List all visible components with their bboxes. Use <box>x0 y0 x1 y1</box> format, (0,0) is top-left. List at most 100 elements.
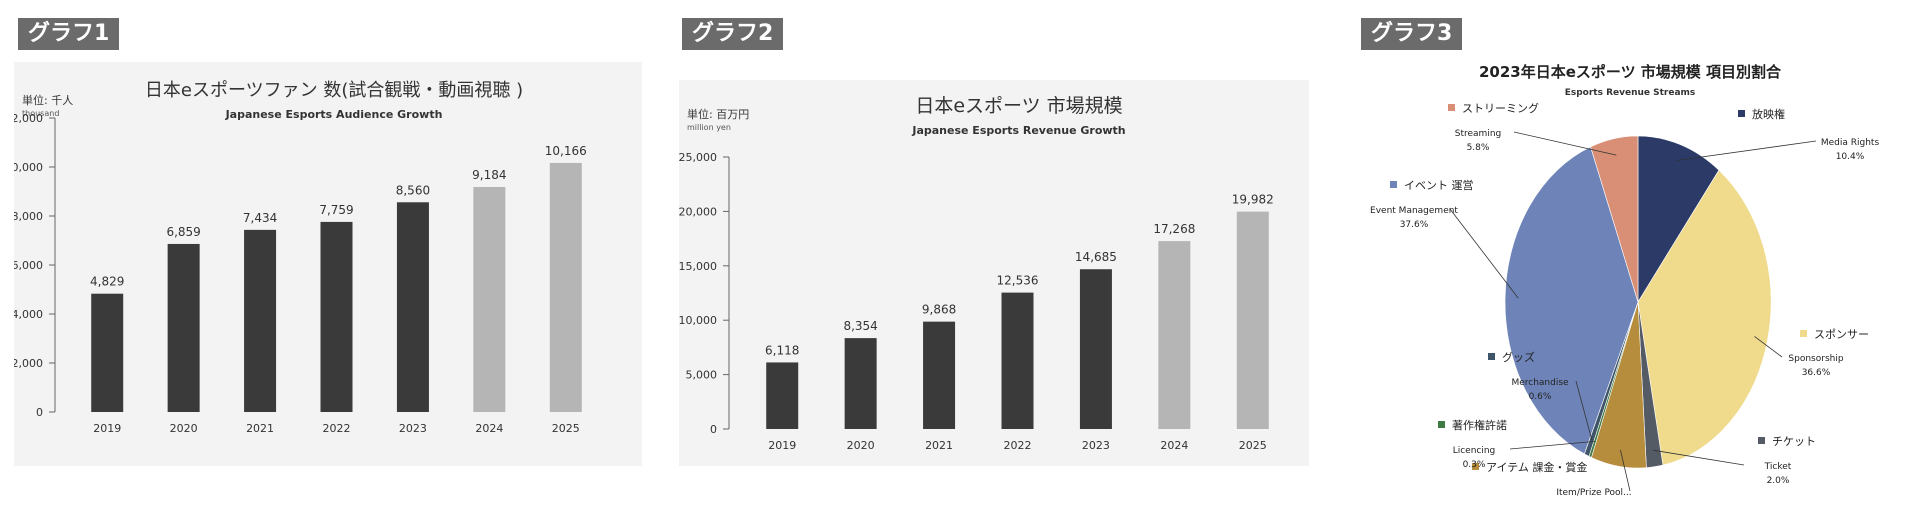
chart-subtitle: Japanese Esports Revenue Growth <box>911 124 1125 137</box>
slice-label-jp: チケット <box>1772 435 1816 448</box>
audience-growth-chart: 日本eスポーツファン 数(試合観戦・動画視聴 ) Japanese Esport… <box>14 62 642 466</box>
x-tick-label: 2020 <box>847 439 875 452</box>
slice-label-jp: 著作権許諾 <box>1452 418 1507 432</box>
y-axis: 0 5,000 10,000 15,000 20,000 25,000 <box>679 151 730 436</box>
data-label: 4,829 <box>90 275 124 289</box>
leader-line <box>1652 449 1745 466</box>
x-tick-label: 2024 <box>475 422 503 435</box>
leader-line <box>1575 380 1593 440</box>
pie-slice-sponsorship <box>1637 169 1772 466</box>
leader-line <box>1513 131 1617 156</box>
slice-label-jp: グッズ <box>1502 350 1535 364</box>
x-tick-label: 2023 <box>399 422 427 435</box>
slice-label-en: Licencing <box>1453 446 1496 456</box>
data-label: 9,868 <box>922 303 956 317</box>
slice-label-en: Media Rights <box>1821 138 1880 148</box>
y-tick-label: 10,000 <box>679 314 717 327</box>
y-tick-label: 10,000 <box>14 161 43 174</box>
revenue-streams-pie-chart: 2023年日本eスポーツ 市場規模 項目別割合 Esports Revenue … <box>1370 63 1879 498</box>
legend-swatch <box>1488 353 1495 360</box>
bar-2025 <box>1236 211 1269 429</box>
y-tick-label: 20,000 <box>679 205 717 218</box>
x-tick-label: 2021 <box>925 439 953 452</box>
bar-2019 <box>91 293 124 412</box>
bar-2020 <box>167 243 200 412</box>
legend-swatch <box>1800 330 1807 337</box>
x-tick-label: 2025 <box>1239 439 1267 452</box>
y-tick-label: 15,000 <box>679 260 717 273</box>
legend-swatch <box>1758 437 1765 444</box>
y-tick-label: 0 <box>36 406 43 419</box>
leader-line <box>1620 449 1631 492</box>
chart-title: 2023年日本eスポーツ 市場規模 項目別割合 <box>1479 63 1782 81</box>
pie-slice-event-management <box>1504 146 1639 455</box>
data-label: 19,982 <box>1232 193 1274 207</box>
y-tick-label: 25,000 <box>679 151 717 164</box>
slice-percent: 0.6% <box>1529 392 1552 402</box>
slice-label-en: Sponsorship <box>1788 354 1843 364</box>
y-axis: 0 2,000 4,000 6,000 8,000 10,000 12,000 <box>14 112 56 419</box>
x-tick-label: 2025 <box>552 422 580 435</box>
slice-label-jp: ストリーミング <box>1462 101 1539 115</box>
bar-2024 <box>1158 241 1191 429</box>
bar-2019 <box>766 362 799 429</box>
y-tick-label: 8,000 <box>14 210 43 223</box>
slice-percent: 36.6% <box>1802 368 1831 378</box>
bar-series: 4,829 2019 6,859 2020 7,434 2021 7,759 2022 8,56… <box>90 144 587 435</box>
slice-percent: 10.4% <box>1836 152 1865 162</box>
pie-slice-streaming <box>1590 135 1639 303</box>
unit-label: 単位: 千人 <box>22 93 73 107</box>
x-tick-label: 2021 <box>246 422 274 435</box>
leader-line <box>1449 208 1519 299</box>
bar-2023 <box>396 202 429 412</box>
unit-sublabel: million yen <box>687 123 731 132</box>
y-tick-label: 2,000 <box>14 357 43 370</box>
slice-percent: 5.8% <box>1467 143 1490 153</box>
data-label: 9,184 <box>472 168 506 182</box>
data-label: 14,685 <box>1075 250 1117 264</box>
legend-swatch <box>1448 104 1455 111</box>
pie-slices <box>1504 135 1772 469</box>
data-label: 17,268 <box>1153 222 1195 236</box>
chart-tag-1: グラフ1 <box>18 18 120 50</box>
data-label: 12,536 <box>997 274 1039 288</box>
slice-percent: 2.0% <box>1767 476 1790 486</box>
slice-label-en: Event Management <box>1370 206 1458 216</box>
x-tick-label: 2019 <box>93 422 121 435</box>
x-tick-label: 2023 <box>1082 439 1110 452</box>
slice-percent: 37.6% <box>1400 220 1429 230</box>
data-label: 6,859 <box>166 225 200 239</box>
chart-title: 日本eスポーツ 市場規模 <box>915 95 1122 117</box>
legend-swatch <box>1438 421 1445 428</box>
leader-line <box>1676 140 1817 161</box>
data-label: 7,434 <box>243 211 277 225</box>
chart-tag-3: グラフ3 <box>1361 18 1463 50</box>
bar-2022 <box>320 221 353 412</box>
unit-sublabel: thousand <box>22 109 59 118</box>
leader-line <box>1754 336 1783 358</box>
slice-percent: 0.3% <box>1463 460 1486 470</box>
slice-label-en: Merchandise <box>1511 378 1569 388</box>
x-tick-label: 2024 <box>1160 439 1188 452</box>
y-tick-label: 4,000 <box>14 308 43 321</box>
slice-label-jp: アイテム 課金・賞金 <box>1486 460 1587 474</box>
data-label: 8,560 <box>396 183 430 197</box>
chart-tag-2: グラフ2 <box>682 18 784 50</box>
slice-label-jp: スポンサー <box>1814 328 1869 341</box>
data-label: 7,759 <box>319 203 353 217</box>
legend-swatch <box>1472 463 1479 470</box>
y-tick-label: 12,000 <box>14 112 43 125</box>
legend-swatch <box>1738 110 1745 117</box>
leader-line <box>1509 441 1596 450</box>
chart-title: 日本eスポーツファン 数(試合観戦・動画視聴 ) <box>145 80 523 101</box>
x-tick-label: 2022 <box>1004 439 1032 452</box>
x-tick-label: 2022 <box>323 422 351 435</box>
data-label: 6,118 <box>765 343 799 357</box>
x-tick-label: 2019 <box>768 439 796 452</box>
legend-swatch <box>1390 181 1397 188</box>
slice-labels: 放映権 Media Rights 10.4% スポンサー Sponsorship 36.6… <box>1370 101 1879 498</box>
y-tick-label: 5,000 <box>686 369 718 382</box>
slice-label-en: Item/Prize Pool... <box>1556 488 1631 498</box>
data-label: 8,354 <box>843 319 877 333</box>
chart-subtitle: Esports Revenue Streams <box>1565 88 1696 98</box>
